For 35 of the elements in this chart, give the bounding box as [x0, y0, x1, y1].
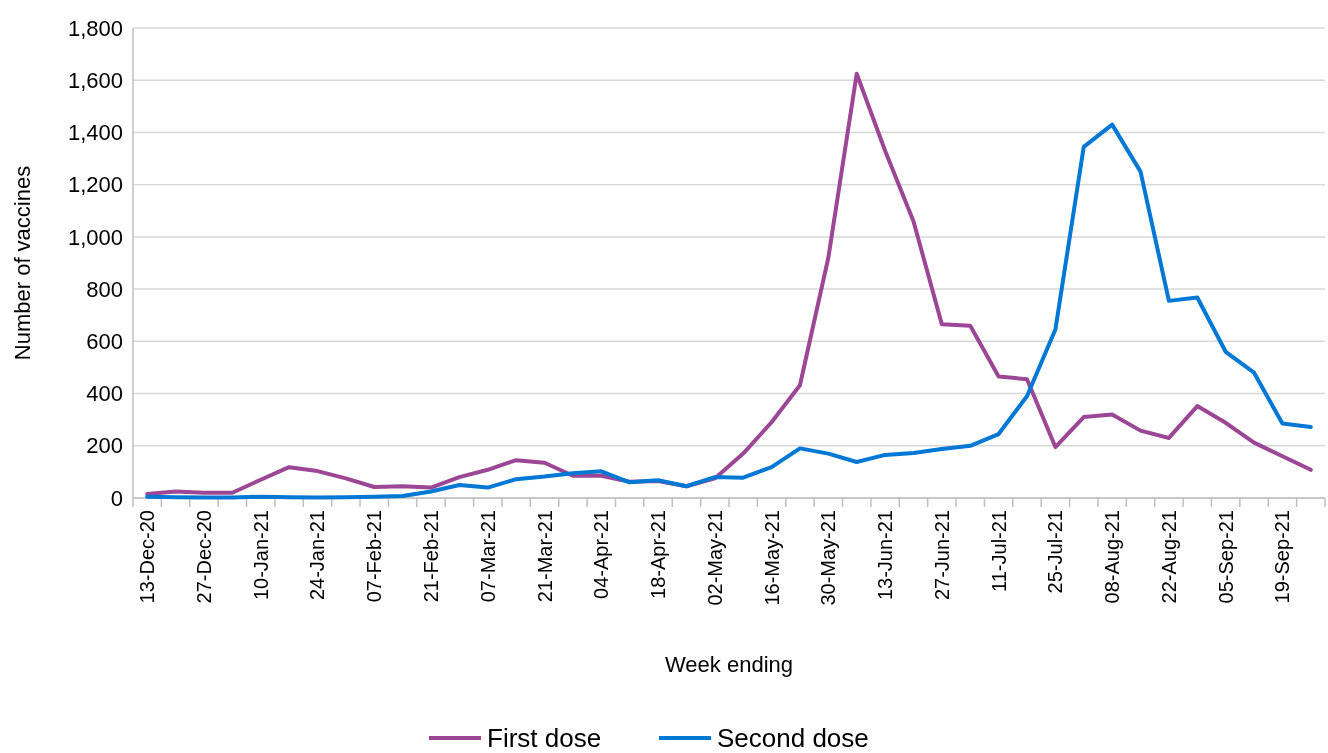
x-tick-label: 13-Dec-20 [136, 510, 159, 604]
x-tick-label: 18-Apr-21 [647, 510, 670, 599]
x-tick-label: 11-Jul-21 [987, 510, 1010, 592]
x-tick-label: 16-May-21 [760, 510, 783, 606]
y-tick-label: 800 [86, 276, 123, 302]
legend-label: First dose [487, 723, 602, 753]
x-tick-label: 07-Mar-21 [476, 510, 499, 603]
x-tick-label: 19-Sep-21 [1271, 510, 1294, 604]
y-axis-title: Number of vaccines [10, 165, 35, 361]
y-tick-label: 200 [86, 433, 123, 459]
x-tick-label: 07-Feb-21 [363, 510, 386, 603]
x-tick-label: 27-Jun-21 [930, 510, 953, 601]
y-tick-label: 600 [86, 329, 123, 355]
y-tick-label: 0 [110, 485, 123, 511]
y-tick-label: 1,200 [67, 172, 123, 198]
x-tick-label: 21-Feb-21 [420, 510, 442, 603]
y-tick-label: 1,400 [67, 120, 123, 146]
x-tick-label: 22-Aug-21 [1157, 510, 1180, 604]
y-tick-label: 400 [86, 381, 123, 407]
x-tick-label: 08-Aug-21 [1101, 510, 1124, 604]
x-tick-label: 27-Dec-20 [192, 510, 215, 604]
x-tick-label: 02-May-21 [703, 510, 726, 606]
x-axis-title: Week ending [664, 652, 794, 677]
x-tick-label: 30-May-21 [817, 510, 840, 606]
y-tick-label: 1,600 [67, 67, 123, 93]
x-tick-label: 13-Jun-21 [874, 510, 897, 601]
y-tick-label: 1,000 [67, 224, 123, 250]
x-tick-label: 10-Jan-21 [249, 510, 272, 601]
x-tick-label: 24-Jan-21 [306, 510, 329, 601]
y-tick-label: 1,800 [67, 15, 123, 41]
x-tick-label: 25-Jul-21 [1044, 510, 1067, 594]
x-tick-label: 05-Sep-21 [1214, 510, 1237, 604]
x-tick-label: 21-Mar-21 [533, 510, 556, 603]
x-tick-label: 04-Apr-21 [590, 510, 613, 599]
legend-label: Second dose [717, 723, 869, 753]
